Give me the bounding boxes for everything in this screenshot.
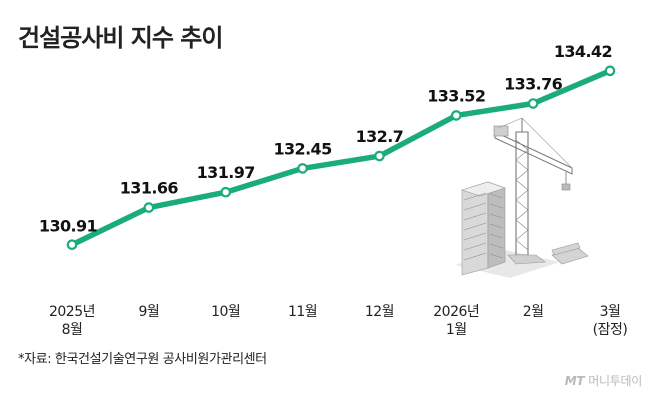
x-tick-line: 9월 [138,304,159,320]
watermark-brand: MT [564,374,585,388]
data-point [604,65,616,77]
x-tick-line: 10월 [211,304,240,320]
chart-title: 건설공사비 지수 추이 [18,24,223,52]
data-label: 134.42 [554,42,612,61]
data-point [220,186,232,198]
data-label: 131.97 [197,163,255,182]
construction-crane-and-buildings-icon [455,117,589,278]
x-tick-line: 8월 [62,322,83,338]
source-note: *자료: 한국건설기술연구원 공사비원가관리센터 [18,352,267,367]
x-tick-line: 2월 [523,304,544,320]
x-tick-label: 11월 [288,304,317,320]
data-point [374,150,385,162]
data-label: 130.91 [39,217,98,236]
x-tick-line: 2026년 [433,304,479,320]
x-tick-line: 2025년 [49,304,95,320]
data-point [66,239,78,251]
series-line [69,68,613,248]
data-label: 132.45 [273,139,332,158]
x-tick-line: (잠정) [593,322,628,338]
data-point [450,110,462,121]
data-label: 132.7 [356,127,404,146]
x-tick-label: 12월 [365,304,394,320]
x-tick-label: 2025년 8월 [49,304,95,338]
x-tick-label: 10월 [211,304,240,320]
data-point [297,163,308,174]
x-tick-line: 3월 [600,304,621,320]
x-tick-label: 2026년 1월 [433,304,479,338]
watermark: MT 머니투데이 [564,372,643,389]
x-tick-line: 12월 [365,304,394,320]
x-tick-line: 11월 [288,304,317,320]
x-tick-label: 3월 (잠정) [593,304,628,338]
data-label: 133.52 [427,86,485,105]
x-tick-line: 1월 [446,322,467,338]
data-label: 131.66 [120,179,179,198]
data-point [143,202,155,213]
data-point [527,98,539,109]
watermark-text: 머니투데이 [588,374,642,388]
data-label: 133.76 [504,75,563,94]
x-tick-label: 9월 [138,304,159,320]
x-tick-label: 2월 [523,304,544,320]
